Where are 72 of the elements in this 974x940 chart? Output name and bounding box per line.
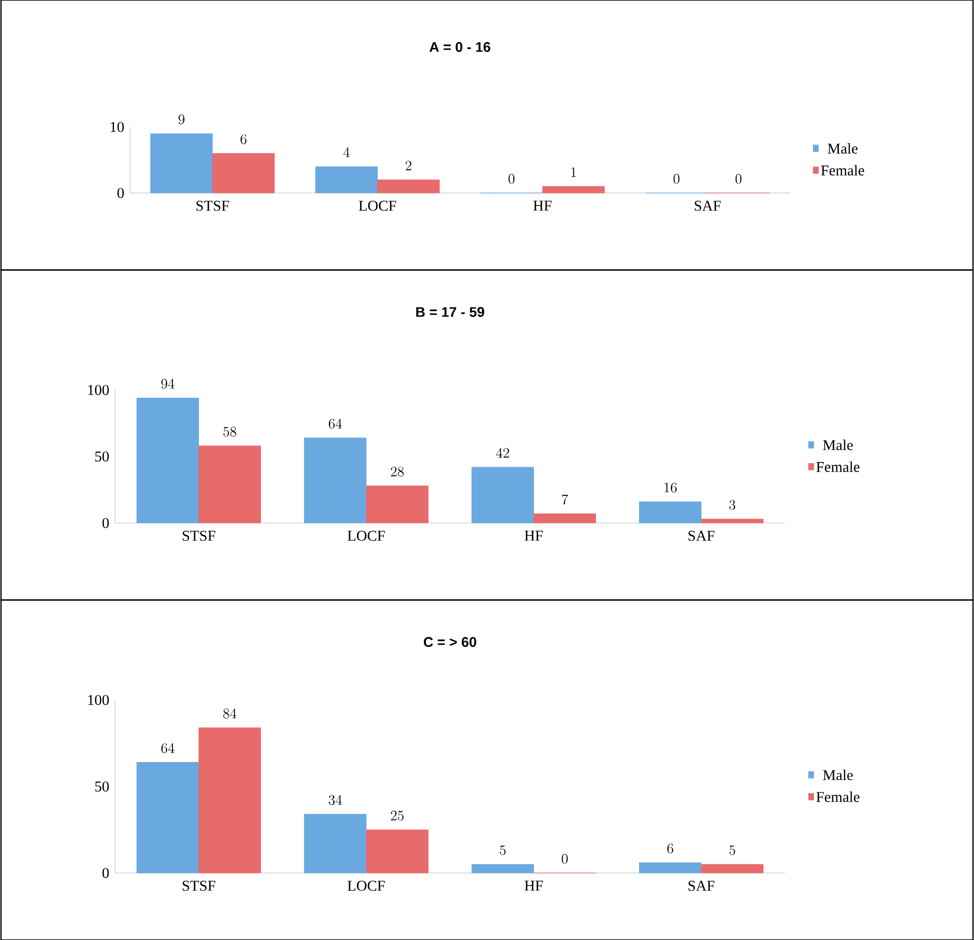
data-label: 5	[500, 845, 506, 856]
x-tick-label: STSF	[196, 200, 229, 211]
bar	[639, 862, 702, 874]
bar	[136, 398, 199, 524]
data-label: 94	[161, 378, 174, 389]
y-tick-label: 50	[95, 451, 109, 462]
data-label: 6	[667, 844, 674, 854]
data-label: 64	[161, 743, 174, 754]
bar	[542, 186, 605, 194]
y-tick-label: 10	[110, 122, 124, 132]
data-label: 1	[571, 167, 576, 177]
bar	[472, 466, 534, 524]
x-tick-label: HF	[524, 880, 543, 891]
bar	[472, 864, 534, 874]
data-label: 0	[508, 174, 514, 184]
data-label: 0	[736, 174, 742, 184]
x-tick-label: SAF	[688, 880, 714, 891]
legend-label: Female	[821, 164, 864, 176]
x-tick-label: LOCF	[348, 530, 385, 541]
data-label: 0	[674, 174, 680, 184]
bar	[198, 446, 261, 524]
x-tick-label: LOCF	[358, 200, 396, 211]
bar	[315, 166, 378, 194]
y-tick-label: 0	[102, 868, 109, 878]
x-tick-label: HF	[533, 200, 552, 211]
y-tick-label: 100	[88, 694, 109, 706]
bar	[304, 438, 366, 524]
x-tick-label: STSF	[182, 880, 216, 891]
bar	[701, 518, 764, 524]
data-label: 5	[729, 845, 736, 856]
bar	[366, 486, 428, 524]
data-label: 6	[240, 134, 246, 144]
bar	[198, 727, 261, 874]
x-tick-label: LOCF	[348, 880, 385, 891]
x-tick-label: SAF	[688, 530, 714, 541]
y-tick-label: 0	[102, 518, 109, 528]
bar	[534, 513, 596, 524]
data-label: 4	[343, 147, 350, 158]
bar	[304, 814, 366, 874]
data-label: 0	[562, 854, 568, 864]
bar	[150, 133, 213, 194]
bar	[701, 864, 764, 874]
legend-label: Male	[823, 770, 853, 780]
x-tick-label: SAF	[694, 200, 721, 211]
chart-title: C = > 60	[424, 637, 476, 647]
data-label: 16	[664, 482, 677, 492]
data-label: 3	[729, 500, 736, 510]
bar	[136, 762, 199, 874]
data-label: 42	[496, 448, 510, 458]
legend-label: Female	[816, 791, 860, 802]
bar	[366, 830, 428, 874]
chart-title: B = 17 - 59	[416, 307, 484, 317]
legend-label: Female	[816, 461, 860, 472]
data-label: 64	[328, 418, 342, 429]
bar	[212, 153, 275, 194]
y-tick-label: 50	[95, 781, 109, 792]
chart-title: A = 0 - 16	[430, 42, 490, 52]
y-tick-label: 100	[88, 384, 109, 396]
x-tick-label: STSF	[182, 530, 216, 541]
legend-label: Male	[828, 143, 858, 154]
data-label: 58	[223, 426, 236, 437]
x-tick-label: HF	[524, 530, 543, 541]
data-label: 28	[390, 466, 404, 477]
data-label: 84	[223, 708, 236, 718]
data-label: 2	[406, 160, 412, 170]
bar	[639, 502, 702, 524]
data-label: 7	[562, 494, 568, 504]
data-label: 25	[390, 810, 404, 821]
data-label: 34	[328, 794, 342, 805]
data-label: 9	[178, 114, 184, 124]
bar	[377, 180, 440, 194]
legend-label: Male	[823, 440, 853, 450]
